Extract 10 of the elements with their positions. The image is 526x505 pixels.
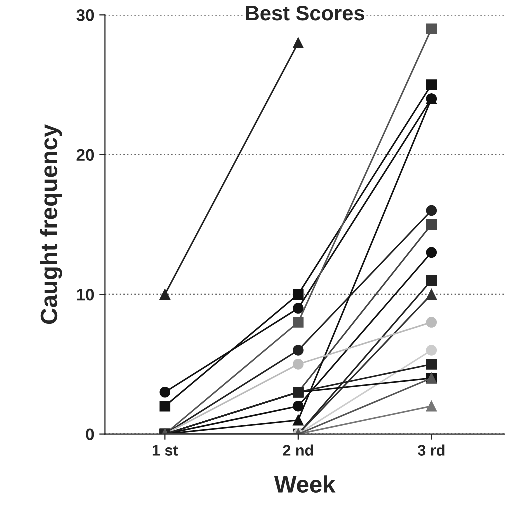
x-tick-label: 1 st <box>152 445 178 456</box>
x-tick-label: 2 nd <box>283 444 314 456</box>
y-tick-label: 10 <box>77 288 94 301</box>
y-tick-label: 0 <box>86 428 94 441</box>
x-tick-label: 3 rd <box>418 444 445 456</box>
chart-title: Best Scores <box>246 6 364 21</box>
x-axis-title: Week <box>274 476 336 493</box>
y-tick-label: 20 <box>76 149 94 162</box>
y-tick-label: 30 <box>76 10 94 22</box>
y-axis-title: Caught frequency <box>40 124 62 324</box>
